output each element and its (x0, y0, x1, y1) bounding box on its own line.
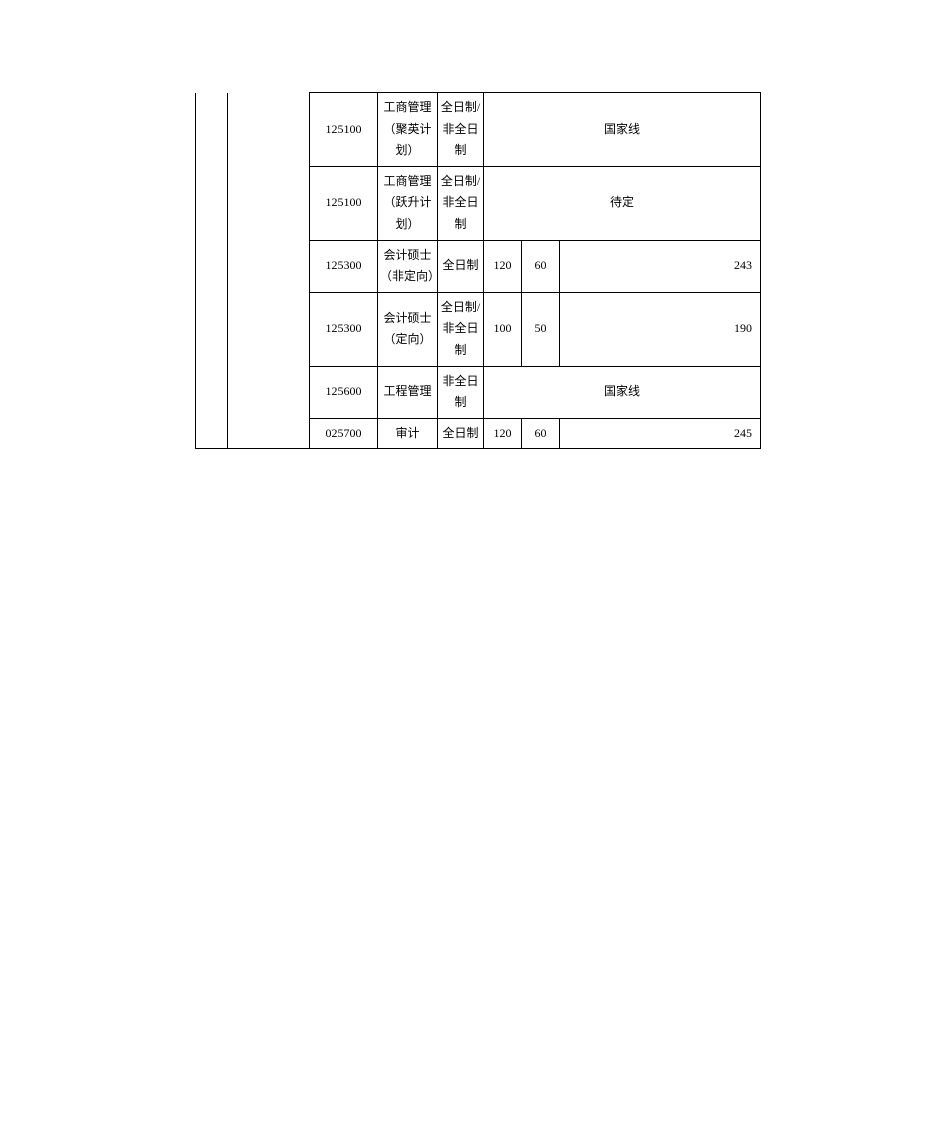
cell-code: 125300 (310, 240, 378, 292)
cell-n3: 245 (560, 418, 761, 449)
cell-n1: 120 (484, 240, 522, 292)
table-row: 125100 工商管理（聚英计划） 全日制/非全日制 国家线 (196, 93, 761, 167)
cell-n2: 50 (522, 292, 560, 366)
cell-n3: 243 (560, 240, 761, 292)
cell-mode: 全日制/非全日制 (438, 292, 484, 366)
cell-mode: 全日制/非全日制 (438, 93, 484, 167)
left-spacer-a (196, 93, 228, 449)
cell-mode: 非全日制 (438, 366, 484, 418)
cell-merged: 国家线 (484, 366, 761, 418)
cell-code: 125100 (310, 166, 378, 240)
cell-n2: 60 (522, 418, 560, 449)
cell-n1: 120 (484, 418, 522, 449)
cell-name: 工商管理（聚英计划） (378, 93, 438, 167)
cell-code: 125600 (310, 366, 378, 418)
cell-code: 125100 (310, 93, 378, 167)
cell-n1: 100 (484, 292, 522, 366)
cell-name: 审计 (378, 418, 438, 449)
cell-name: 工程管理 (378, 366, 438, 418)
cell-mode: 全日制 (438, 418, 484, 449)
cell-mode: 全日制/非全日制 (438, 166, 484, 240)
cell-merged: 待定 (484, 166, 761, 240)
left-spacer-b (228, 93, 310, 449)
score-table: 125100 工商管理（聚英计划） 全日制/非全日制 国家线 125100 工商… (195, 92, 761, 449)
cell-code: 125300 (310, 292, 378, 366)
cell-name: 会计硕士（定向） (378, 292, 438, 366)
cell-n2: 60 (522, 240, 560, 292)
cell-name: 会计硕士（非定向） (378, 240, 438, 292)
score-table-container: 125100 工商管理（聚英计划） 全日制/非全日制 国家线 125100 工商… (195, 92, 761, 449)
cell-code: 025700 (310, 418, 378, 449)
cell-name: 工商管理（跃升计划） (378, 166, 438, 240)
cell-n3: 190 (560, 292, 761, 366)
cell-merged: 国家线 (484, 93, 761, 167)
cell-mode: 全日制 (438, 240, 484, 292)
